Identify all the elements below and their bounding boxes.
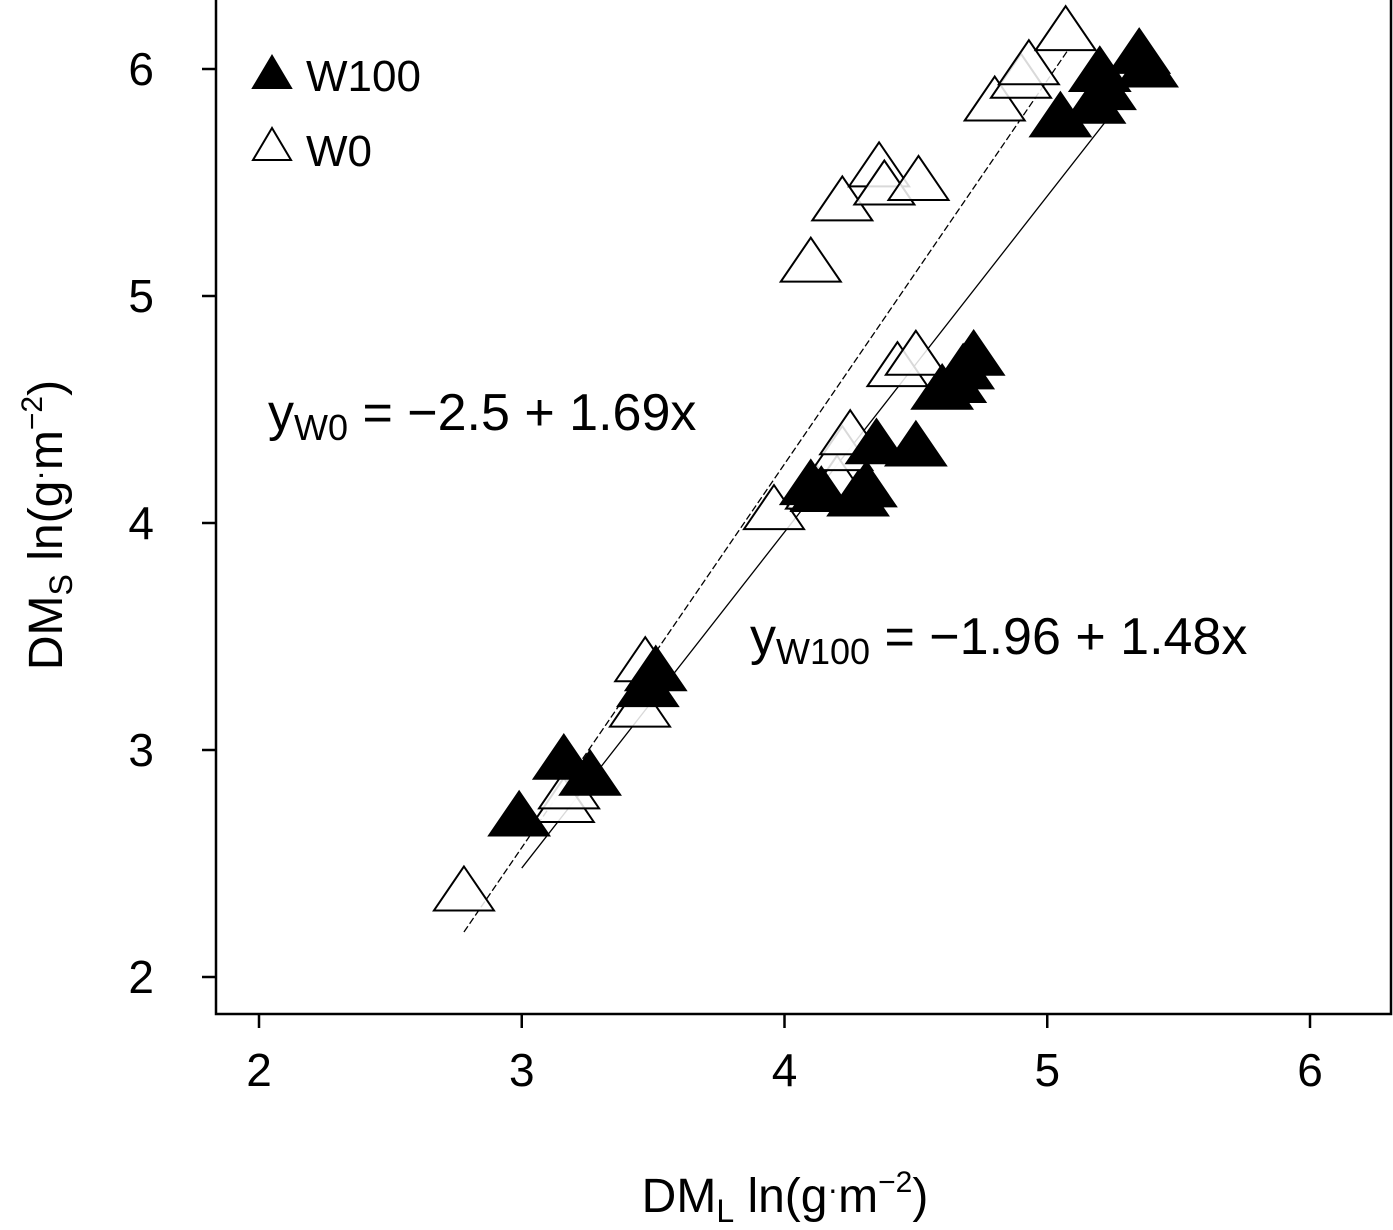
legend-label-w100: W100 xyxy=(306,52,421,101)
point-w0 xyxy=(1033,4,1098,52)
legend: W100 W0 xyxy=(251,52,421,176)
x-axis: 2 3 4 5 6 xyxy=(246,1014,1323,1096)
point-w100 xyxy=(834,460,898,508)
point-w100 xyxy=(558,748,622,796)
y-tick-label: 5 xyxy=(128,270,154,322)
point-w100 xyxy=(941,328,1006,376)
y-axis-title: DMS ln(g·m−2) xyxy=(16,380,79,670)
fit-line-w0 xyxy=(463,49,1069,933)
legend-label-w0: W0 xyxy=(306,127,372,176)
x-tick-label: 4 xyxy=(772,1044,798,1096)
legend-marker-w100 xyxy=(251,54,293,89)
point-w0 xyxy=(432,864,496,912)
plot-frame xyxy=(214,0,1393,1016)
equation-w0: yW0 = −2.5 + 1.69x xyxy=(268,384,696,448)
point-w0 xyxy=(996,38,1061,86)
point-w100 xyxy=(1115,40,1179,88)
point-w0 xyxy=(778,235,843,283)
point-w100 xyxy=(487,789,552,837)
y-tick-label: 4 xyxy=(128,497,154,549)
equation-w100: yW100 = −1.96 + 1.48x xyxy=(750,608,1247,672)
point-w100 xyxy=(883,419,948,467)
point-w0 xyxy=(883,328,948,376)
legend-marker-w0 xyxy=(251,126,293,161)
y-tick-label: 6 xyxy=(128,43,154,95)
y-tick-label: 3 xyxy=(128,724,154,776)
x-tick-label: 3 xyxy=(509,1044,535,1096)
y-tick-label: 2 xyxy=(128,951,154,1003)
point-w100 xyxy=(789,465,854,512)
point-w100 xyxy=(623,644,688,692)
y-axis: 2 3 4 5 6 xyxy=(128,43,216,1003)
x-tick-label: 5 xyxy=(1034,1044,1060,1096)
point-w0 xyxy=(886,154,951,201)
point-w100 xyxy=(844,417,909,465)
x-tick-label: 6 xyxy=(1297,1044,1323,1096)
x-axis-title: DML ln(g·m−2) xyxy=(642,1166,929,1229)
x-tick-label: 2 xyxy=(246,1044,272,1096)
data-points xyxy=(432,4,1179,912)
